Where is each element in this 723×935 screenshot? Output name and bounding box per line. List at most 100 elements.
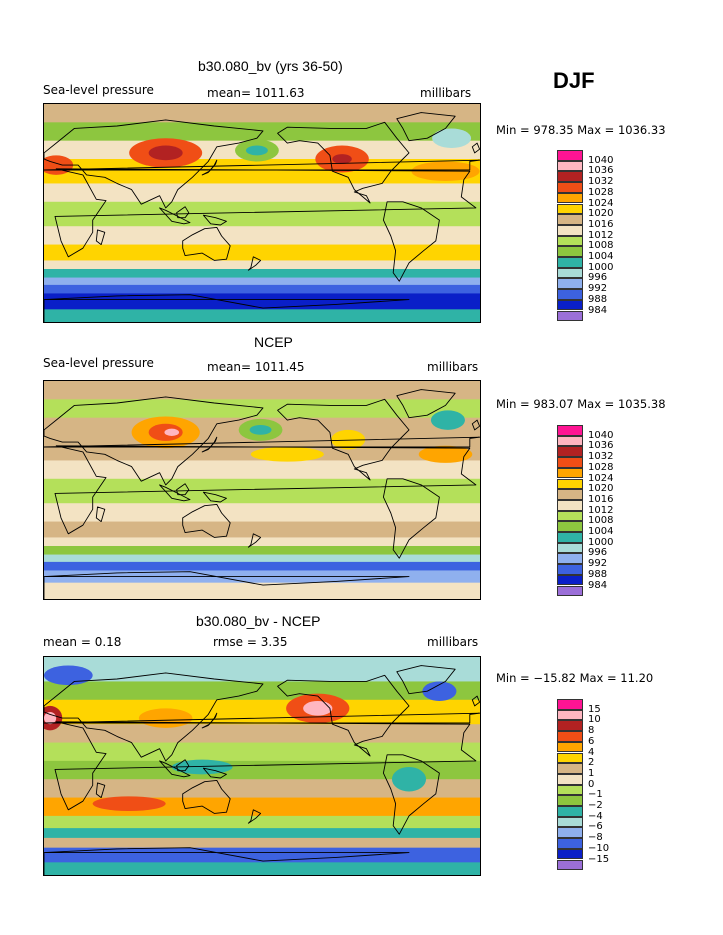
panel-3-map-svg <box>44 657 480 875</box>
pressure-band <box>44 815 480 829</box>
legend-swatch <box>557 425 583 436</box>
coastline-new-zealand <box>247 256 262 271</box>
legend-tick-label: 988 <box>588 568 608 580</box>
legend-tick-label: 1016 <box>588 218 614 230</box>
coastline-indonesia-a <box>159 207 191 225</box>
pressure-band <box>44 837 480 849</box>
legend-tick-label: −10 <box>588 842 610 854</box>
coastline-new-zealand <box>247 809 262 824</box>
panel-3-minmax: Min = −15.82 Max = 11.20 <box>496 671 654 685</box>
pressure-band <box>44 681 480 701</box>
pressure-band <box>44 862 480 875</box>
coastline-africa <box>54 721 477 811</box>
legend-tick-label: 6 <box>588 735 595 747</box>
legend-swatch <box>557 542 583 554</box>
coastline-new-guinea <box>202 491 227 503</box>
coastline-borneo <box>176 483 190 496</box>
legend-tick-label: 992 <box>588 283 608 295</box>
legend-tick-label: 1024 <box>588 472 614 484</box>
panel-2-center-label: mean= 1011.45 <box>207 360 305 374</box>
pressure-band <box>44 546 480 556</box>
panel-2-map <box>43 380 481 600</box>
legend-swatch <box>557 510 583 522</box>
coastline-africa <box>54 168 477 258</box>
panel-1-right-label: millibars <box>420 86 472 100</box>
coastline-eurasia <box>44 119 264 209</box>
legend-swatch <box>557 446 583 458</box>
pressure-feature <box>250 447 324 462</box>
legend-swatch <box>557 192 583 204</box>
pressure-band <box>44 779 480 799</box>
pressure-feature <box>148 145 183 161</box>
pressure-feature <box>164 428 180 436</box>
legend-swatch <box>557 489 583 500</box>
coastline-australia <box>182 226 231 261</box>
legend-tick-label: 1016 <box>588 493 614 505</box>
legend-tick-label: 992 <box>588 558 608 570</box>
coastline-south-america <box>382 754 440 835</box>
legend-tick-label: 1012 <box>588 229 614 241</box>
pressure-feature <box>92 796 166 811</box>
legend-tick-label: 1 <box>588 767 595 779</box>
panel-3-legend: 15 10 8 6 4 2 1 0 −1 −2 −4 −6 −8 −10 −15 <box>557 699 617 871</box>
pressure-band <box>44 104 480 123</box>
legend-swatch <box>557 741 583 753</box>
coastline-uk <box>471 142 480 154</box>
legend-tick-label: 1004 <box>588 526 614 537</box>
legend-tick-label: 1024 <box>588 197 614 209</box>
coastline-eurasia <box>44 672 264 762</box>
legend-tick-label: 0 <box>588 778 595 790</box>
legend-swatch <box>557 564 583 575</box>
panel-2-minmax: Min = 983.07 Max = 1035.38 <box>496 397 666 411</box>
legend-swatch <box>557 478 583 490</box>
legend-tick-label: 1028 <box>588 461 614 473</box>
pressure-band <box>44 537 480 547</box>
pressure-band <box>44 724 480 744</box>
pressure-band <box>44 309 480 322</box>
coastline-australia <box>182 779 231 814</box>
pressure-band <box>44 226 480 246</box>
coastline-indonesia-a <box>159 484 191 502</box>
pressure-band <box>44 582 480 599</box>
coastline-north-america <box>277 121 410 204</box>
pressure-feature <box>418 445 473 463</box>
panel-3-map <box>43 656 481 876</box>
pressure-band <box>44 159 480 184</box>
pressure-band <box>44 847 480 863</box>
legend-swatch <box>557 224 583 236</box>
panel-1-center-label: mean= 1011.63 <box>207 86 305 100</box>
pressure-band <box>44 183 480 203</box>
panel-1-title: b30.080_bv (yrs 36-50) <box>198 58 343 74</box>
coastline-north-america <box>277 398 410 481</box>
panel-3-left-label: mean = 0.18 <box>43 635 122 649</box>
coastline-iberia <box>44 436 480 448</box>
legend-swatch <box>557 795 583 806</box>
panel-1-map <box>43 103 481 323</box>
panel-3-right-label: millibars <box>427 635 479 649</box>
pressure-band <box>44 284 480 294</box>
pressure-feature <box>138 708 193 728</box>
legend-tick-label: 1000 <box>588 536 614 548</box>
legend-swatch <box>557 838 583 849</box>
coastline-greenland <box>396 389 456 419</box>
legend-swatch <box>557 457 583 468</box>
legend-swatch <box>557 499 583 511</box>
pressure-band <box>44 760 480 780</box>
legend-swatch <box>557 784 583 796</box>
panel-1-legend: 1040 1036 1032 1028 1024 1020 1016 1012 1008 1004… <box>557 150 617 322</box>
coastline-japan <box>201 159 218 176</box>
pressure-band <box>44 521 480 538</box>
coastline-uk <box>471 695 480 707</box>
legend-tick-label: 1008 <box>588 240 614 252</box>
legend-swatch <box>557 816 583 828</box>
legend-swatch <box>557 752 583 764</box>
legend-tick-label: 1028 <box>588 186 614 198</box>
pressure-feature <box>430 410 465 430</box>
pressure-band <box>44 277 480 286</box>
legend-tick-label: 1040 <box>588 154 614 166</box>
coastline-new-zealand <box>247 533 262 548</box>
legend-tick-label: −8 <box>588 832 603 844</box>
pressure-band <box>44 554 480 563</box>
legend-swatch <box>557 310 583 322</box>
legend-swatch <box>557 859 583 871</box>
